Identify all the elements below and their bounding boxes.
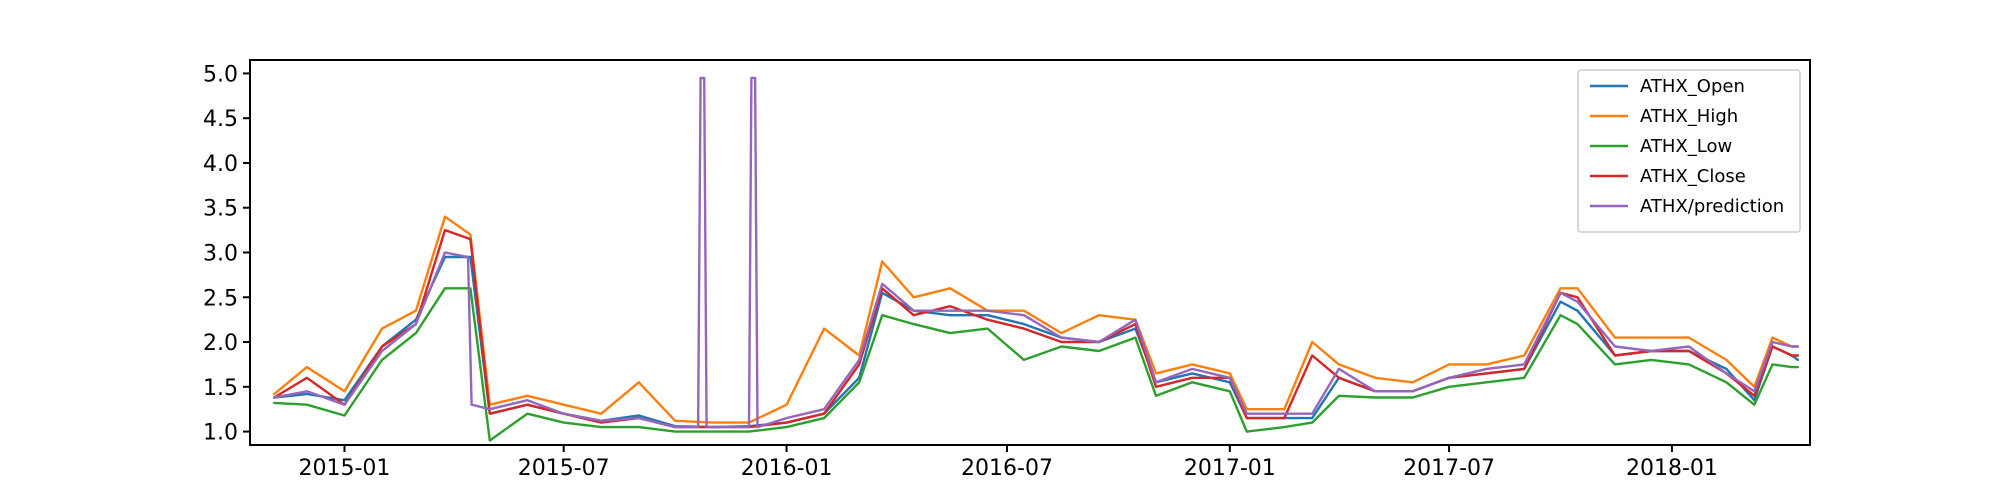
legend-label: ATHX_High: [1640, 106, 1738, 127]
series-line-3: [273, 228, 1800, 429]
y-axis: 1.0 1.5 2.0 2.5 3.0 3.5 4.0 4.5 5.0: [203, 62, 250, 446]
series-line-4: [273, 76, 1800, 429]
x-tick-label: 2015-07: [518, 456, 610, 481]
y-tick-label: 2.5: [203, 286, 238, 311]
x-axis: 2015-01 2015-07 2016-01 2016-07 2017-01 2017-…: [299, 445, 1718, 481]
x-tick-label: 2017-01: [1184, 456, 1276, 481]
series-layer: [273, 76, 1800, 442]
y-tick-label: 4.0: [203, 152, 238, 177]
x-tick-label: 2017-07: [1403, 456, 1495, 481]
y-tick-label: 1.5: [203, 376, 238, 401]
x-tick-label: 2016-01: [741, 456, 833, 481]
y-tick-label: 2.0: [203, 331, 238, 356]
legend-label: ATHX_Open: [1640, 76, 1745, 97]
x-tick-label: 2018-01: [1626, 456, 1718, 481]
y-tick-label: 1.0: [203, 421, 238, 446]
legend-label: ATHX/prediction: [1640, 196, 1784, 217]
y-tick-label: 3.0: [203, 242, 238, 267]
y-tick-label: 4.5: [203, 107, 238, 132]
legend-label: ATHX_Low: [1640, 136, 1732, 157]
legend: ATHX_Open ATHX_High ATHX_Low ATHX_Close ATHX…: [1577, 69, 1801, 233]
y-tick-label: 3.5: [203, 197, 238, 222]
series-line-2: [273, 287, 1800, 442]
series-line-1: [273, 215, 1800, 424]
y-tick-label: 5.0: [203, 62, 238, 87]
x-tick-label: 2016-07: [961, 456, 1053, 481]
legend-label: ATHX_Close: [1640, 166, 1746, 187]
x-tick-label: 2015-01: [299, 456, 391, 481]
legend-box: [1577, 69, 1801, 233]
